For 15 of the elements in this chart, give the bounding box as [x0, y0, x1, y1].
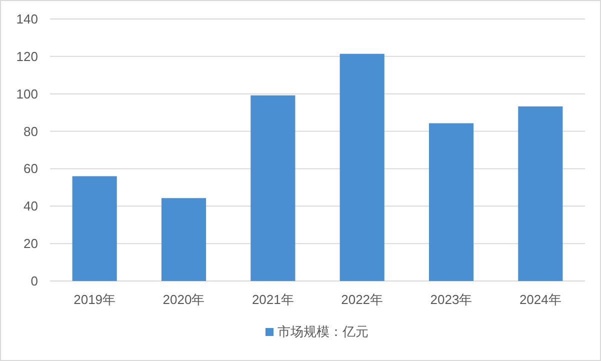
y-tick-label: 60 [24, 161, 38, 176]
x-tick-label: 2019年 [74, 292, 116, 307]
x-tick-label: 2024年 [519, 292, 562, 307]
x-tick-label: 2022年 [341, 292, 384, 307]
x-tick-label: 2021年 [252, 292, 294, 307]
y-tick-label: 40 [24, 198, 38, 214]
x-tick-label: 2023年 [430, 292, 472, 307]
y-tick-label: 20 [24, 236, 38, 252]
y-tick-label: 120 [16, 48, 38, 64]
legend-label: 市场规模：亿元 [278, 324, 368, 339]
y-tick-label: 140 [16, 12, 38, 26]
x-tick-label: 2020年 [162, 292, 205, 307]
y-tick-label: 80 [24, 124, 38, 139]
y-tick-label: 0 [30, 274, 38, 288]
y-tick-label: 100 [16, 86, 38, 102]
